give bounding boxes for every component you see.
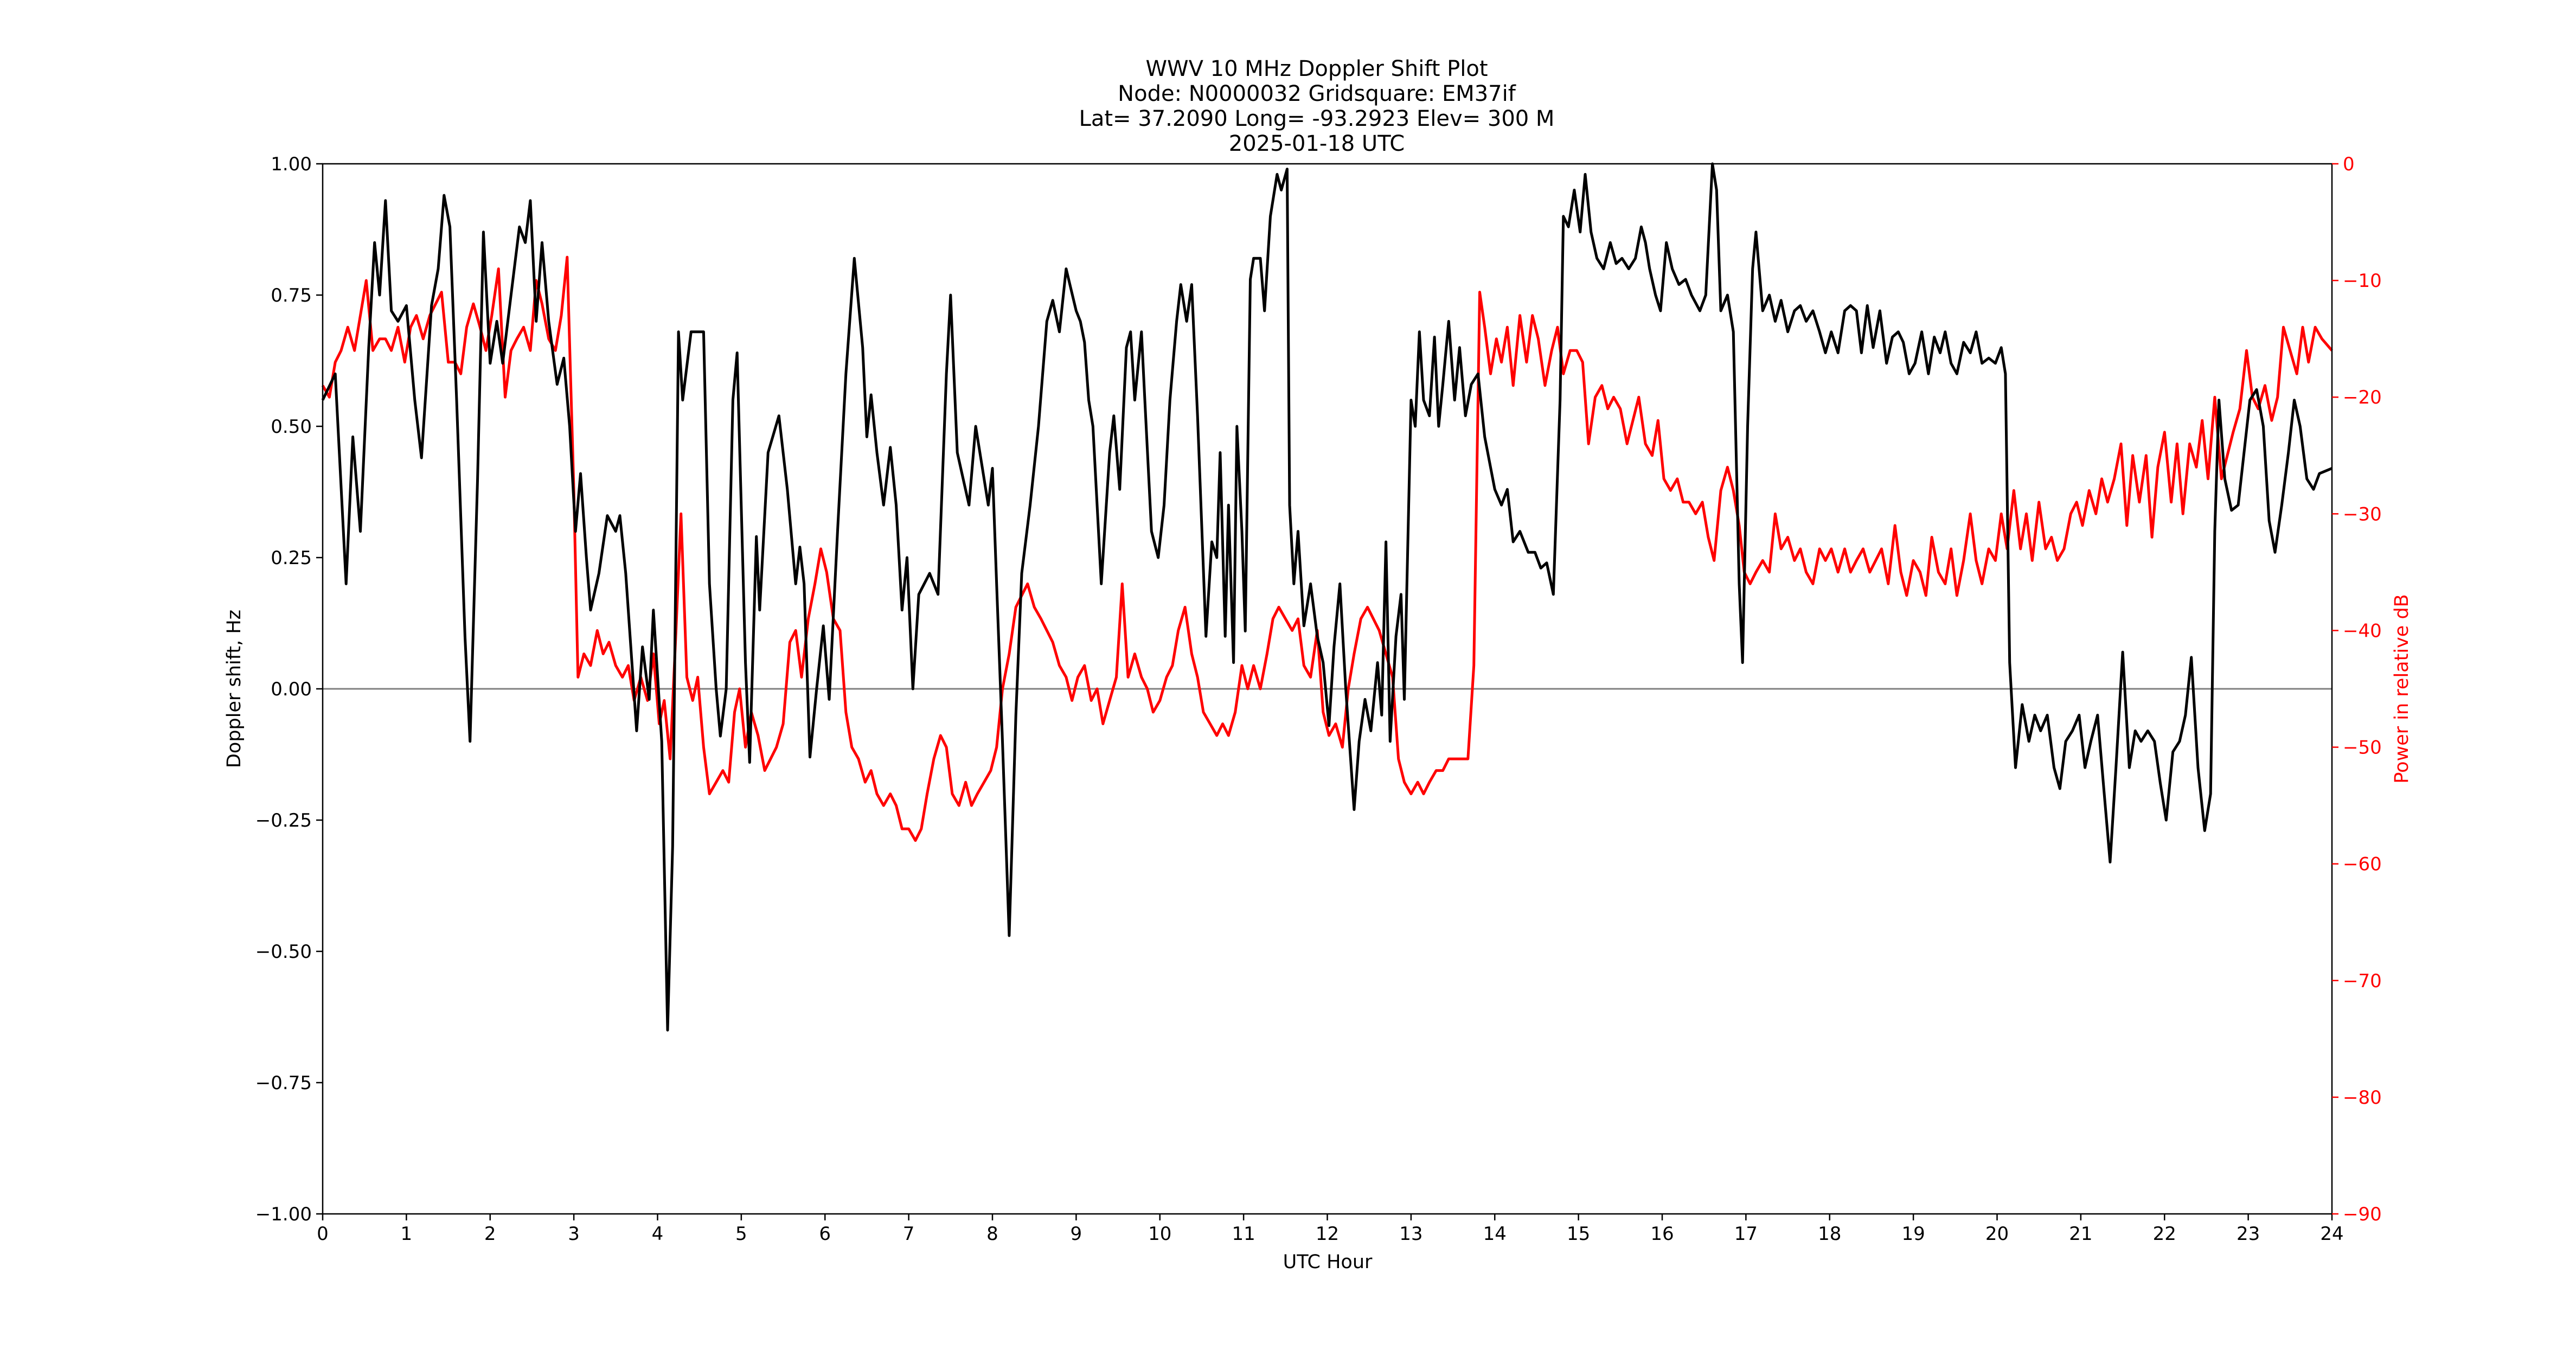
x-tick-label: 17	[1734, 1223, 1758, 1245]
y2-tick-label: −20	[2343, 387, 2382, 408]
x-tick-label: 20	[1985, 1223, 2009, 1245]
x-tick-label: 7	[903, 1223, 915, 1245]
x-tick-label: 11	[1232, 1223, 1255, 1245]
y2-tick-label: 0	[2343, 153, 2355, 175]
y2-tick-label: −10	[2343, 270, 2382, 292]
y2-tick-label: −90	[2343, 1204, 2382, 1225]
y2-tick-label: −60	[2343, 854, 2382, 875]
y2-axis-label: Power in relative dB	[2391, 594, 2413, 783]
y-axis-right: 0 −10 −20 −30 −40 −50 −60 −70 −80 −90	[2332, 153, 2382, 1225]
x-tick-label: 15	[1567, 1223, 1590, 1245]
x-tick-label: 12	[1316, 1223, 1339, 1245]
y2-tick-label: −50	[2343, 737, 2382, 759]
x-tick-label: 16	[1650, 1223, 1674, 1245]
title-line-4: 2025-01-18 UTC	[1229, 131, 1405, 156]
y2-tick-label: −40	[2343, 620, 2382, 642]
x-tick-label: 19	[1901, 1223, 1925, 1245]
x-tick-label: 1	[401, 1223, 413, 1245]
x-tick-label: 4	[652, 1223, 664, 1245]
title-line-2: Node: N0000032 Gridsquare: EM37if	[1118, 81, 1516, 106]
y-tick-label: −0.25	[255, 810, 312, 831]
x-tick-label: 2	[484, 1223, 496, 1245]
title-line-1: WWV 10 MHz Doppler Shift Plot	[1145, 56, 1488, 81]
x-tick-label: 0	[317, 1223, 329, 1245]
x-tick-label: 3	[568, 1223, 580, 1245]
y2-tick-label: −70	[2343, 970, 2382, 992]
chart-title: WWV 10 MHz Doppler Shift Plot Node: N000…	[1079, 56, 1555, 156]
x-tick-label: 6	[819, 1223, 831, 1245]
y-tick-label: 0.25	[271, 547, 312, 569]
power-series-line	[321, 255, 2333, 842]
x-axis: 0 1 2 3 4 5 6 7 8 9 10 11 12 13 14 15 16 17 18 19 20 21 22 23 24	[317, 1214, 2344, 1245]
x-tick-label: 9	[1071, 1223, 1082, 1245]
x-tick-label: 8	[986, 1223, 998, 1245]
y-tick-label: 0.00	[271, 679, 312, 700]
x-tick-label: 18	[1818, 1223, 1841, 1245]
y-tick-label: 1.00	[271, 153, 312, 175]
x-tick-label: 24	[2320, 1223, 2343, 1245]
title-line-3: Lat= 37.2090 Long= -93.2923 Elev= 300 M	[1079, 106, 1555, 131]
y2-tick-label: −30	[2343, 503, 2382, 525]
x-tick-label: 5	[735, 1223, 747, 1245]
y-tick-label: 0.75	[271, 285, 312, 306]
x-tick-label: 13	[1399, 1223, 1422, 1245]
series-layer	[321, 162, 2333, 1032]
y2-tick-label: −80	[2343, 1087, 2382, 1109]
y-tick-label: −0.50	[255, 941, 312, 963]
y-tick-label: −0.75	[255, 1072, 312, 1094]
y-tick-label: −1.00	[255, 1204, 312, 1225]
x-axis-label: UTC Hour	[1283, 1251, 1373, 1273]
x-tick-label: 22	[2153, 1223, 2176, 1245]
x-tick-label: 14	[1483, 1223, 1507, 1245]
x-tick-label: 10	[1148, 1223, 1171, 1245]
doppler-series-line	[321, 162, 2333, 1032]
x-tick-label: 23	[2237, 1223, 2260, 1245]
x-tick-label: 21	[2069, 1223, 2092, 1245]
y-tick-label: 0.50	[271, 416, 312, 438]
y-axis-left: 1.00 0.75 0.50 0.25 0.00 −0.25 −0.50 −0.75 −1.00	[255, 153, 323, 1225]
y-axis-label: Doppler shift, Hz	[223, 610, 245, 768]
